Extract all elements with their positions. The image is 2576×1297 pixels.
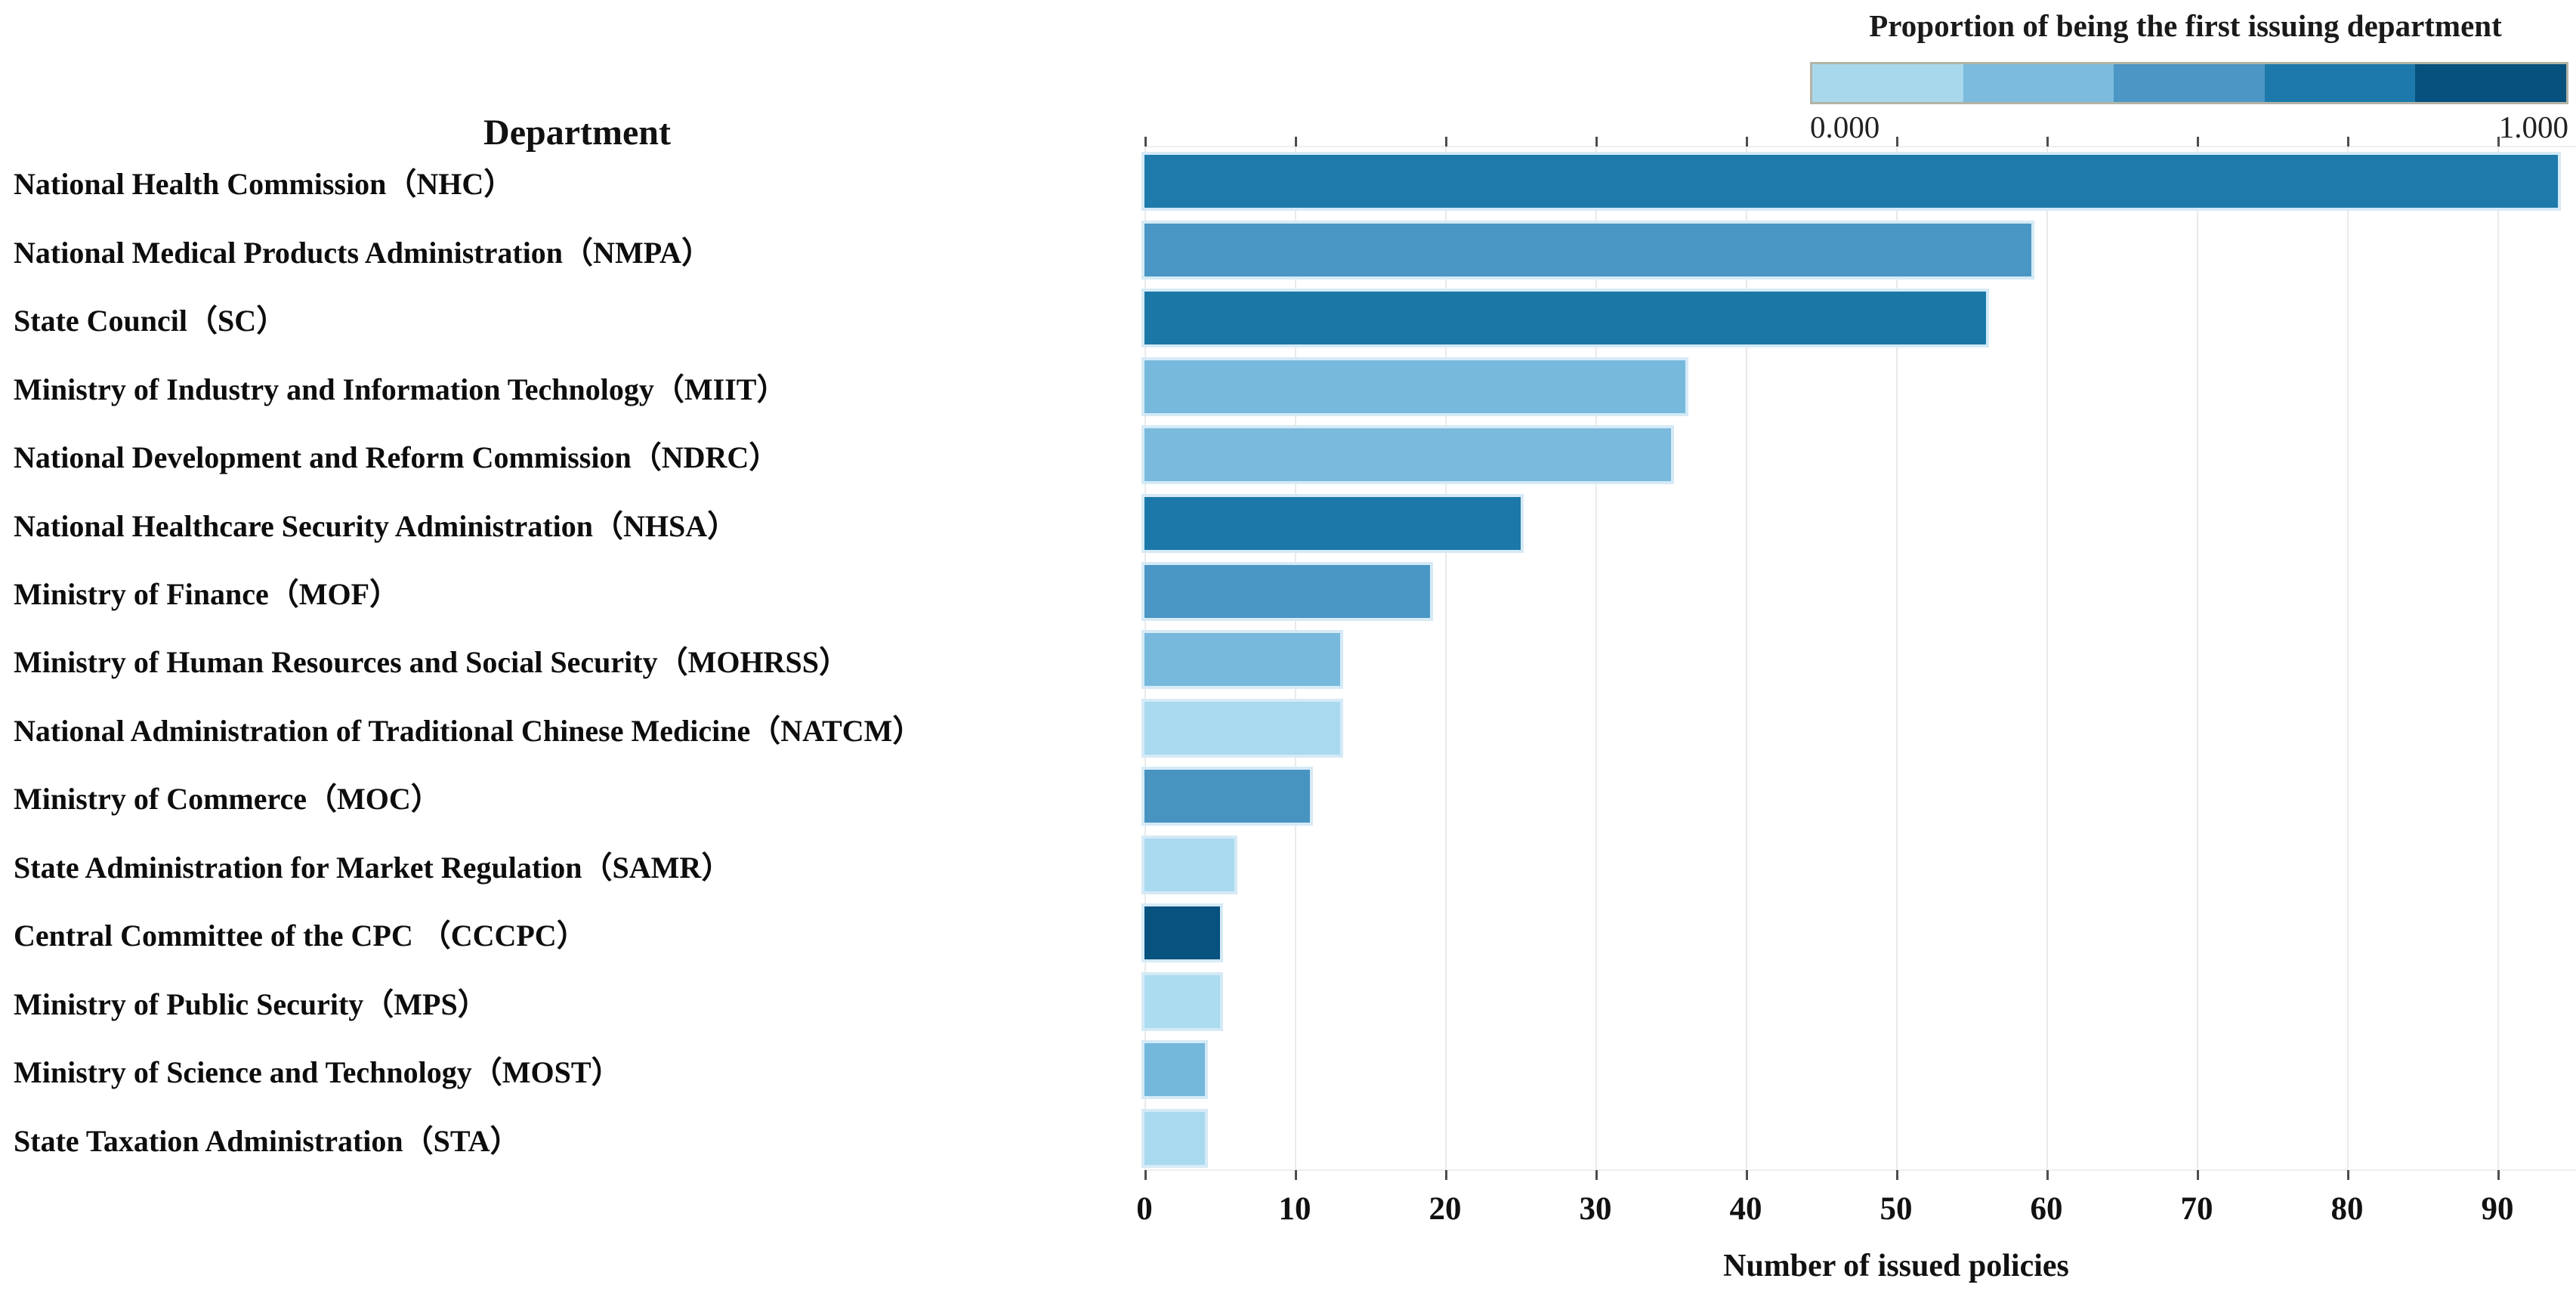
policy-count-bar: [1144, 906, 1220, 960]
gridline: [1896, 147, 1898, 1169]
legend: Proportion of being the first issuing de…: [1798, 8, 2573, 144]
chart-row: Ministry of Science and Technology（MOST）: [0, 1036, 2576, 1104]
x-axis-tick-label: 80: [2330, 1191, 2364, 1227]
axis-tick-mark: [1595, 137, 1598, 147]
axis-tick-mark: [2347, 1170, 2349, 1180]
policy-count-bar: [1144, 770, 1310, 823]
chart-row: Ministry of Public Security（MPS）: [0, 968, 2576, 1036]
legend-colorbar: [1810, 62, 2568, 104]
axis-tick-mark: [2197, 1170, 2199, 1180]
chart-row: National Health Commission（NHC）: [0, 147, 2576, 215]
policy-count-bar: [1144, 155, 2558, 208]
department-label: Ministry of Public Security（MPS）: [14, 987, 488, 1021]
x-axis-tick-label: 70: [2180, 1191, 2213, 1227]
department-label: Ministry of Industry and Information Tec…: [14, 372, 787, 406]
chart-row: Ministry of Industry and Information Tec…: [0, 352, 2576, 420]
axis-tick-mark: [1595, 1170, 1598, 1180]
x-axis-tick-label: 10: [1278, 1191, 1311, 1227]
chart-row: National Medical Products Administration…: [0, 215, 2576, 283]
policy-count-bar: [1144, 633, 1340, 687]
gridline: [1445, 147, 1447, 1169]
department-label: National Development and Reform Commissi…: [14, 440, 780, 475]
chart-row: Central Committee of the CPC （CCCPC）: [0, 899, 2576, 967]
policy-count-bar: [1144, 428, 1671, 482]
chart-row: Ministry of Commerce（MOC）: [0, 762, 2576, 830]
axis-tick-mark: [1445, 1170, 1447, 1180]
department-label: State Taxation Administration（STA）: [14, 1123, 520, 1158]
axis-tick-mark: [2497, 137, 2500, 147]
gridline: [2497, 147, 2499, 1169]
axis-tick-mark: [1445, 137, 1447, 147]
legend-color-segment: [2264, 64, 2416, 102]
x-axis-tick-label: 0: [1136, 1191, 1153, 1227]
x-axis-tick-label: 90: [2481, 1191, 2514, 1227]
axis-tick-mark: [1144, 137, 1147, 147]
department-label: National Health Commission（NHC）: [14, 167, 514, 202]
axis-tick-mark: [1746, 137, 1748, 147]
chart-row: State Council（SC）: [0, 284, 2576, 352]
x-axis-tick-label: 40: [1729, 1191, 1762, 1227]
axis-tick-mark: [1144, 1170, 1147, 1180]
department-label: Ministry of Human Resources and Social S…: [14, 645, 849, 680]
legend-color-segment: [2114, 64, 2265, 102]
department-column-title: Department: [483, 113, 671, 153]
gridline: [1595, 147, 1597, 1169]
gridline: [1746, 147, 1747, 1169]
chart-row: State Taxation Administration（STA）: [0, 1104, 2576, 1172]
policy-count-bar: [1144, 838, 1235, 891]
department-label: Central Committee of the CPC （CCCPC）: [14, 919, 587, 953]
axis-tick-mark: [2497, 1170, 2500, 1180]
policy-count-bar: [1144, 223, 2032, 276]
axis-tick-mark: [1896, 137, 1898, 147]
axis-tick-mark: [1746, 1170, 1748, 1180]
legend-scale-labels: 0.000 1.000: [1810, 109, 2568, 147]
x-axis-tick-label: 50: [1879, 1191, 1913, 1227]
policy-count-bar: [1144, 974, 1220, 1028]
legend-title: Proportion of being the first issuing de…: [1869, 8, 2502, 43]
axis-tick-mark: [1295, 137, 1297, 147]
policy-count-bar: [1144, 1043, 1205, 1097]
gridline: [2347, 147, 2349, 1169]
policy-count-bar: [1144, 565, 1431, 619]
x-axis-title: Number of issued policies: [1723, 1249, 2069, 1283]
department-label: Ministry of Finance（MOF）: [14, 577, 400, 612]
chart-row: National Administration of Traditional C…: [0, 694, 2576, 762]
policy-count-bar: [1144, 292, 1987, 345]
department-label: Ministry of Science and Technology（MOST）: [14, 1055, 622, 1090]
department-label: National Medical Products Administration…: [14, 235, 712, 270]
chart-row: Ministry of Finance（MOF）: [0, 557, 2576, 625]
legend-color-segment: [1963, 64, 2114, 102]
plot-area: National Health Commission（NHC） National …: [14, 137, 2576, 1180]
axis-tick-mark: [2046, 137, 2049, 147]
axis-tick-mark: [2347, 137, 2349, 147]
axis-tick-mark: [2046, 1170, 2049, 1180]
gridline: [2046, 147, 2048, 1169]
gridline: [2197, 147, 2198, 1169]
chart-row: Ministry of Human Resources and Social S…: [0, 625, 2576, 693]
legend-min-label: 0.000: [1810, 110, 1880, 144]
department-label: National Healthcare Security Administrat…: [14, 508, 738, 543]
legend-color-segment: [2415, 64, 2566, 102]
policy-count-bar: [1144, 701, 1340, 755]
department-label: State Council（SC）: [14, 304, 287, 338]
x-axis-tick-label: 30: [1579, 1191, 1612, 1227]
chart-row: National Healthcare Security Administrat…: [0, 489, 2576, 557]
chart-row: National Development and Reform Commissi…: [0, 421, 2576, 489]
legend-max-label: 1.000: [2498, 110, 2568, 144]
x-axis-tick-label: 60: [2030, 1191, 2063, 1227]
x-axis-tick-labels: 0 10 20 30 40 50 60 70 80 90: [1136, 1190, 2576, 1231]
axis-tick-mark: [2197, 137, 2199, 147]
policy-count-bar: [1144, 496, 1521, 550]
department-label: State Administration for Market Regulati…: [14, 850, 732, 885]
x-axis-tick-label: 20: [1429, 1191, 1462, 1227]
department-label: Ministry of Commerce（MOC）: [14, 782, 441, 817]
department-label: National Administration of Traditional C…: [14, 713, 923, 748]
policy-count-bar: [1144, 1111, 1205, 1165]
chart-row: State Administration for Market Regulati…: [0, 831, 2576, 899]
axis-tick-mark: [1295, 1170, 1297, 1180]
policy-count-bar: [1144, 360, 1686, 413]
legend-color-segment: [1812, 64, 1963, 102]
axis-tick-mark: [1896, 1170, 1898, 1180]
